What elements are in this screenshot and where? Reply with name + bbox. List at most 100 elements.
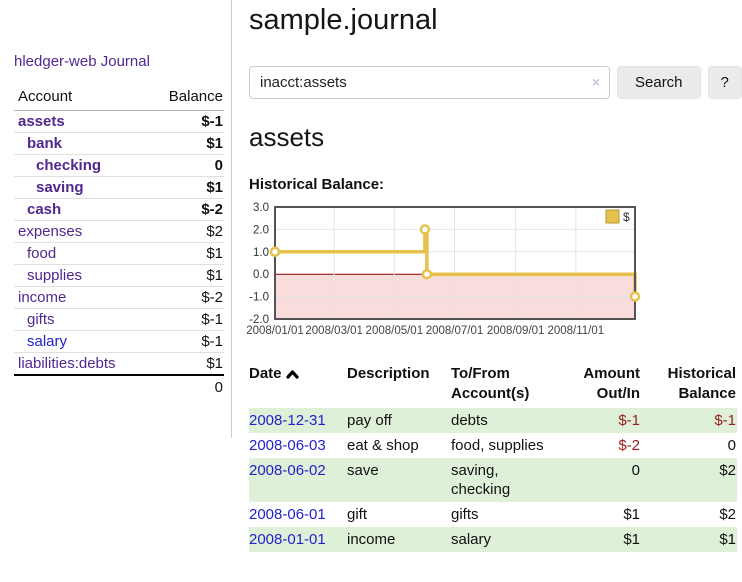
register-row: 2008-01-01 income salary $1 $1	[249, 527, 737, 552]
register-row: 2008-06-01 gift gifts $1 $2	[249, 502, 737, 527]
account-row: liabilities:debts $1	[14, 353, 224, 376]
transaction-description: gift	[347, 506, 368, 523]
account-link-food[interactable]: food	[27, 245, 57, 262]
search-input-wrap: ×	[249, 66, 610, 99]
clear-search-icon[interactable]: ×	[591, 74, 600, 90]
account-row: cash $-2	[14, 198, 224, 221]
account-link-salary[interactable]: salary	[27, 333, 68, 350]
account-balance: $-2	[146, 286, 224, 309]
account-link-liabilities-debts[interactable]: liabilities:debts	[18, 355, 116, 372]
account-balance: $-1	[146, 308, 224, 331]
historical-balance-chart: 3.0 2.0 1.0 0.0 -1.0 -2.0 2008/01/01 2008/03/01…	[246, 202, 742, 338]
account-balance: $1	[146, 132, 224, 155]
account-link-assets[interactable]: assets	[18, 113, 65, 130]
svg-text:2.0: 2.0	[253, 224, 269, 236]
main-content: sample.journal × Search ? assets Histori…	[232, 0, 742, 552]
account-balance: $1	[206, 355, 223, 372]
svg-text:-2.0: -2.0	[249, 314, 269, 326]
transaction-accounts: debts	[451, 412, 488, 429]
account-heading: assets	[249, 122, 325, 152]
transaction-description: pay off	[347, 412, 392, 429]
svg-text:3.0: 3.0	[253, 202, 269, 214]
brand-link[interactable]: hledger-web	[14, 53, 97, 70]
accounts-tbody: assets $-1 bank $1 checking 0 saving $1 cash $-2 e…	[14, 110, 224, 399]
help-button[interactable]: ?	[707, 66, 742, 99]
account-link-cash[interactable]: cash	[27, 201, 62, 218]
account-link-bank[interactable]: bank	[27, 135, 63, 152]
account-link-income[interactable]: income	[18, 289, 67, 306]
transaction-accounts: gifts	[451, 506, 479, 523]
svg-text:$: $	[623, 210, 630, 224]
search-input[interactable]	[249, 66, 610, 99]
transaction-date-link[interactable]: 2008-06-01	[249, 506, 326, 523]
transaction-amount: $1	[623, 531, 640, 548]
register-tbody: 2008-12-31 pay off debts $-1 $-1 2008-06-03 ea…	[249, 408, 737, 552]
account-row: gifts $-1	[14, 308, 224, 331]
account-row: assets $-1	[14, 110, 224, 133]
accounts-table: Account Balance assets $-1 bank $1 checking 0…	[14, 85, 224, 399]
transaction-date-link[interactable]: 2008-06-02	[249, 462, 326, 479]
account-row: checking 0	[14, 154, 224, 177]
account-balance: $-2	[146, 198, 224, 221]
account-balance: $1	[146, 264, 224, 287]
account-row: salary $-1	[14, 330, 224, 353]
svg-text:2008/05/01: 2008/05/01	[366, 325, 424, 337]
account-balance: $-1	[146, 330, 224, 353]
page-title: sample.journal	[249, 4, 438, 36]
svg-text:0.0: 0.0	[253, 269, 269, 281]
transaction-balance: $2	[719, 506, 736, 523]
register-table: Date Description To/From Account(s) Amou…	[249, 362, 737, 552]
register-header-amount: Amount Out/In	[583, 365, 640, 402]
account-row: expenses $2	[14, 220, 224, 243]
transaction-balance: $1	[719, 531, 736, 548]
accounts-header-balance: Balance	[146, 85, 224, 111]
transaction-description: save	[347, 462, 379, 479]
register-header-tofrom: To/From Account(s)	[451, 365, 530, 402]
svg-text:2008/03/01: 2008/03/01	[305, 325, 363, 337]
svg-text:-1.0: -1.0	[249, 292, 269, 304]
account-balance: $1	[146, 176, 224, 199]
register-header-balance: Historical Balance	[667, 365, 736, 402]
transaction-description: eat & shop	[347, 437, 419, 454]
chart-heading: Historical Balance:	[249, 176, 385, 193]
svg-text:2008/07/01: 2008/07/01	[426, 325, 484, 337]
transaction-accounts: salary	[451, 531, 492, 548]
transaction-accounts: food, supplies	[451, 437, 544, 454]
transaction-date-link[interactable]: 2008-01-01	[249, 531, 326, 548]
account-row: food $1	[14, 242, 224, 265]
svg-text:2008/01/01: 2008/01/01	[246, 325, 304, 337]
transaction-amount: 0	[631, 462, 640, 479]
register-row: 2008-06-02 save saving, checking 0 $2	[249, 458, 737, 502]
search-button[interactable]: Search	[617, 66, 701, 99]
account-row: saving $1	[14, 176, 224, 199]
svg-text:2008/09/01: 2008/09/01	[487, 325, 545, 337]
transaction-amount: $-2	[618, 437, 640, 454]
transaction-balance: $2	[719, 462, 736, 479]
sidebar-item-journal[interactable]: Journal	[100, 53, 150, 70]
svg-text:2008/11/01: 2008/11/01	[547, 325, 604, 337]
accounts-header-account: Account	[14, 85, 147, 111]
account-link-saving[interactable]: saving	[36, 179, 84, 196]
transaction-amount: $-1	[618, 412, 640, 429]
transaction-balance: 0	[727, 437, 736, 454]
account-link-expenses[interactable]: expenses	[18, 223, 83, 240]
transaction-date-link[interactable]: 2008-06-03	[249, 437, 326, 454]
transaction-balance: $-1	[714, 412, 736, 429]
account-link-supplies[interactable]: supplies	[27, 267, 83, 284]
account-row: supplies $1	[14, 264, 224, 287]
register-header-date-label: Date	[249, 365, 282, 382]
svg-text:1.0: 1.0	[253, 247, 269, 259]
app: hledger-web Journal Account Balance asse…	[0, 0, 742, 552]
account-link-checking[interactable]: checking	[36, 157, 102, 174]
accounts-total-value: 0	[146, 374, 224, 399]
transaction-date-link[interactable]: 2008-12-31	[249, 412, 326, 429]
account-balance: 0	[146, 154, 224, 177]
account-balance: $-1	[146, 110, 224, 133]
sidebar: hledger-web Journal Account Balance asse…	[0, 0, 232, 438]
account-link-gifts[interactable]: gifts	[27, 311, 55, 328]
account-balance: $1	[146, 242, 224, 265]
register-header-date[interactable]: Date	[249, 362, 347, 408]
transaction-amount: $1	[623, 506, 640, 523]
sort-ascending-icon	[285, 370, 299, 379]
